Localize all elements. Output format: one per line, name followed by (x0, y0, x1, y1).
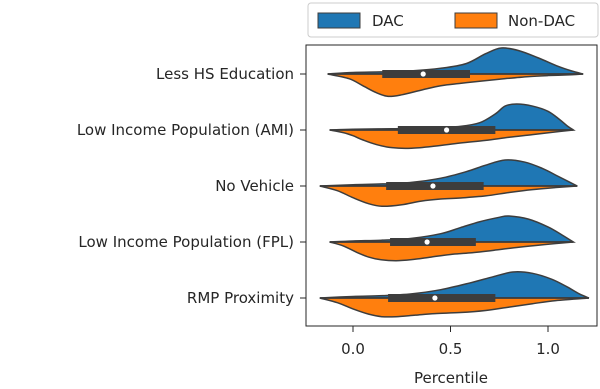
violin-nondac-half (329, 129, 574, 150)
violin-3 (329, 215, 576, 262)
violin-median-dot (432, 295, 438, 301)
violin-dac-half (319, 159, 578, 187)
violin-median-dot (424, 239, 430, 245)
legend: DAC Non-DAC (307, 2, 599, 38)
axes-layer: Less HS Education Low Income Population (… (77, 44, 598, 358)
legend-label-1: Non-DAC (508, 12, 575, 30)
legend-frame (307, 2, 599, 38)
violin-iqr-box (382, 70, 470, 78)
plot-frame (305, 44, 598, 327)
violins-layer (319, 47, 590, 318)
y-tick-label: No Vehicle (215, 177, 294, 195)
violin-dac-half (319, 271, 590, 299)
violin-1 (329, 103, 576, 150)
violin-nondac-half (327, 73, 584, 98)
violin-dac-half (329, 215, 576, 243)
y-tick-label: Low Income Population (FPL) (78, 233, 294, 251)
y-tick-label: Less HS Education (156, 65, 294, 83)
violin-nondac-half (329, 241, 574, 262)
x-tick-label: 1.0 (536, 340, 560, 358)
x-axis-label: Percentile (414, 369, 488, 387)
violin-median-dot (420, 71, 426, 77)
violin-median-dot (430, 183, 436, 189)
violin-median-dot (444, 127, 450, 133)
y-tick-label: Low Income Population (AMI) (77, 121, 294, 139)
legend-swatch-1 (454, 12, 498, 29)
violin-iqr-box (388, 294, 496, 302)
legend-label-0: DAC (372, 12, 404, 30)
violin-nondac-half (319, 297, 590, 318)
legend-swatch-0 (317, 12, 361, 29)
x-tick-label: 0.5 (439, 340, 463, 358)
violin-0 (327, 47, 584, 98)
violin-dac-half (329, 103, 576, 131)
violin-4 (319, 271, 590, 318)
y-tick-label: RMP Proximity (187, 289, 294, 307)
violin-iqr-box (390, 238, 476, 246)
violin-nondac-half (319, 185, 578, 208)
violin-2 (319, 159, 578, 208)
x-tick-label: 0.0 (341, 340, 365, 358)
